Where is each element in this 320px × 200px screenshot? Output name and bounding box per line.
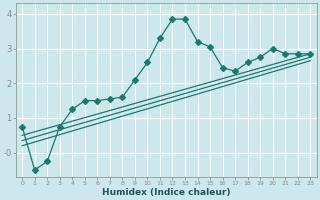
X-axis label: Humidex (Indice chaleur): Humidex (Indice chaleur) bbox=[102, 188, 230, 197]
